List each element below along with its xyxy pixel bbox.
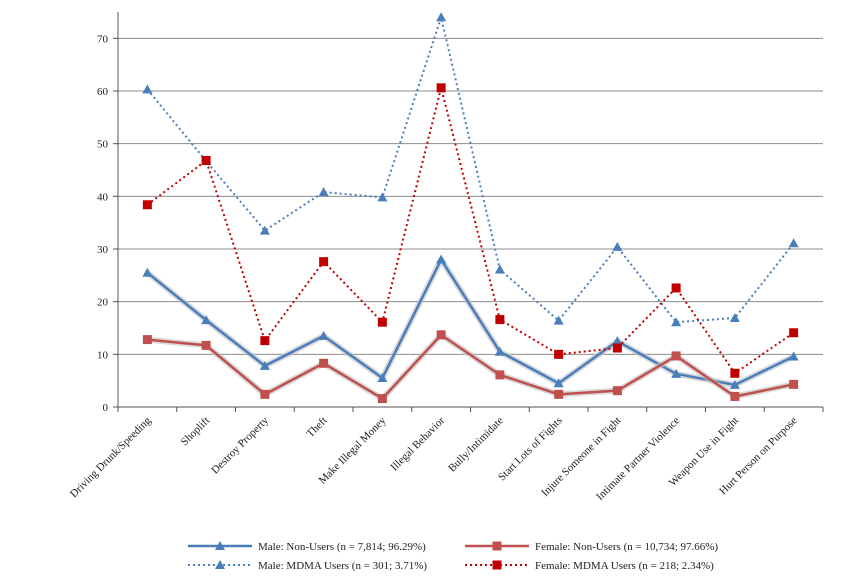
x-tick-label: Bully/Intimidate (446, 415, 506, 475)
legend-marker (215, 560, 225, 569)
data-point (671, 317, 682, 327)
data-point (201, 340, 211, 350)
data-point (789, 379, 799, 389)
series-line-0 (146, 258, 795, 387)
legend-marker (215, 541, 225, 550)
legend: Male: Non-Users (n = 7,814; 96.29%) Femal… (188, 541, 718, 572)
data-point (495, 315, 505, 325)
data-point (436, 254, 447, 264)
x-tick-label: Start Lots of Fights (496, 415, 565, 484)
data-point (612, 336, 623, 346)
data-point (730, 391, 740, 401)
series-line-2 (146, 16, 795, 324)
data-point (612, 343, 622, 353)
y-tick-label: 10 (97, 349, 109, 361)
y-tick-label: 50 (97, 139, 109, 151)
y-tick-label: 70 (97, 33, 109, 45)
data-point (142, 335, 152, 345)
series-markers (142, 12, 799, 404)
data-point (319, 358, 329, 368)
data-point (377, 394, 387, 404)
legend-label: Female: Non-Users (n = 10,734; 97.66%) (535, 541, 718, 553)
legend-item: Female: Non-Users (n = 10,734; 97.66%) (465, 541, 718, 553)
data-point (436, 330, 446, 340)
data-point (788, 238, 799, 248)
legend-label: Male: Non-Users (n = 7,814; 96.29%) (258, 541, 426, 553)
legend-label: Male: MDMA Users (n = 301; 3.71%) (258, 560, 427, 572)
data-point (142, 200, 152, 210)
data-point (260, 389, 270, 399)
series-line-shadow (145, 256, 795, 388)
data-point (142, 84, 153, 94)
data-point (259, 225, 270, 235)
data-point (494, 346, 505, 356)
data-point (729, 379, 740, 389)
data-point (377, 373, 388, 383)
y-tick-label: 0 (103, 402, 109, 414)
data-point (553, 378, 564, 388)
y-tick-label: 30 (97, 244, 109, 256)
series-line-3 (146, 86, 795, 375)
data-point (553, 315, 564, 325)
x-tick-label: Theft (304, 415, 329, 440)
legend-item: Male: Non-Users (n = 7,814; 96.29%) (188, 541, 426, 553)
x-tick-label: Shoplift (179, 415, 213, 449)
data-point (377, 317, 387, 327)
data-point (671, 368, 682, 378)
series-line-1 (147, 333, 794, 400)
data-point (201, 156, 211, 166)
data-point (789, 328, 799, 338)
data-point (436, 83, 446, 93)
data-point (671, 351, 681, 361)
y-tick-label: 60 (97, 86, 109, 98)
y-tick-label: 20 (97, 297, 109, 309)
axes (113, 12, 824, 412)
x-tick-label: Driving Drunk/Speeding (68, 414, 154, 500)
data-point (612, 241, 623, 251)
legend-marker (492, 560, 502, 570)
data-point (377, 192, 388, 202)
series-lines (145, 16, 795, 402)
series-line-shadow (147, 331, 795, 402)
x-tick-label: Illegal Behavior (388, 414, 447, 473)
legend-marker (492, 541, 502, 551)
data-point (788, 351, 799, 361)
y-tick-label: 40 (97, 191, 109, 203)
data-point (318, 330, 329, 340)
data-point (729, 312, 740, 322)
legend-item: Male: MDMA Users (n = 301; 3.71%) (188, 560, 427, 572)
legend-label: Female: MDMA Users (n = 218; 2.34%) (535, 560, 714, 572)
data-point (318, 187, 329, 197)
data-point (730, 368, 740, 378)
data-point (495, 370, 505, 380)
data-point (319, 257, 329, 267)
data-point (494, 264, 505, 274)
legend-item: Female: MDMA Users (n = 218; 2.34%) (465, 560, 714, 572)
data-point (671, 283, 681, 293)
data-point (436, 12, 447, 22)
data-point (612, 386, 622, 396)
data-point (259, 360, 270, 370)
data-point (201, 315, 212, 325)
data-point (554, 389, 564, 399)
data-point (260, 336, 270, 346)
data-point (554, 349, 564, 359)
data-point (142, 267, 153, 277)
x-tick-label: Destroy Property (209, 414, 271, 476)
